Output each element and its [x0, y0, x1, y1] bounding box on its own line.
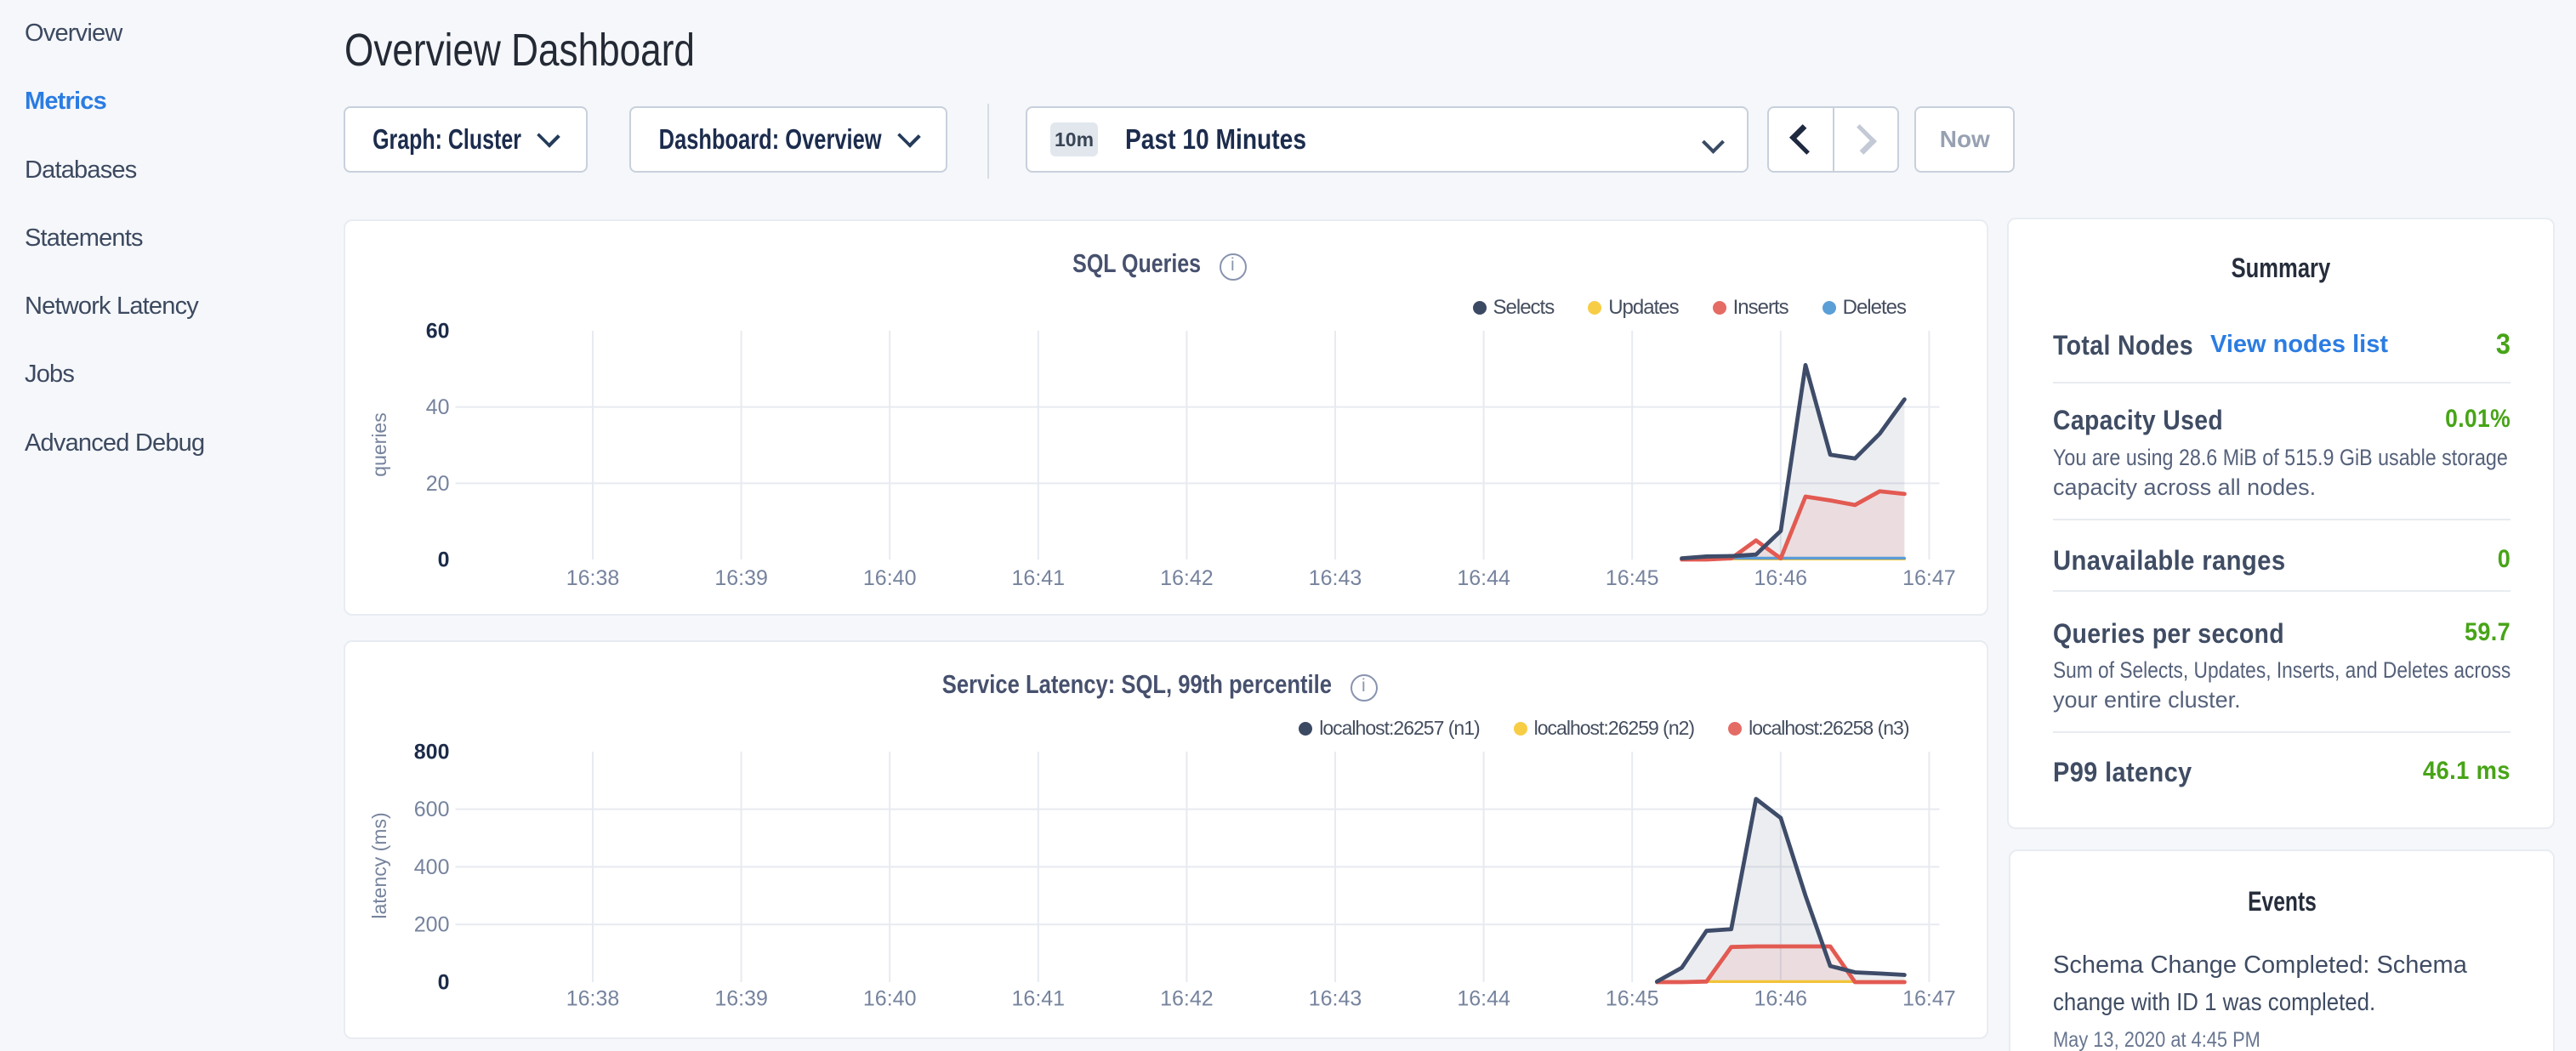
svg-text:16:44: 16:44: [1457, 987, 1510, 1011]
svg-text:20: 20: [425, 472, 449, 496]
svg-text:16:47: 16:47: [1902, 987, 1956, 1011]
svg-text:16:46: 16:46: [1754, 566, 1807, 590]
svg-text:16:47: 16:47: [1902, 566, 1956, 590]
svg-text:40: 40: [425, 395, 449, 419]
svg-text:16:42: 16:42: [1160, 566, 1214, 590]
svg-text:16:42: 16:42: [1160, 987, 1214, 1011]
svg-text:60: 60: [425, 319, 449, 343]
svg-text:16:44: 16:44: [1457, 566, 1510, 590]
svg-text:0: 0: [437, 970, 449, 994]
svg-text:400: 400: [413, 855, 449, 879]
svg-text:16:40: 16:40: [862, 566, 916, 590]
svg-text:16:43: 16:43: [1308, 987, 1362, 1011]
svg-text:600: 600: [413, 798, 449, 821]
svg-text:16:38: 16:38: [566, 987, 619, 1011]
svg-text:16:41: 16:41: [1011, 566, 1065, 590]
svg-text:16:45: 16:45: [1605, 987, 1658, 1011]
svg-text:16:39: 16:39: [714, 566, 768, 590]
svg-text:16:46: 16:46: [1754, 987, 1807, 1011]
svg-text:16:38: 16:38: [566, 566, 619, 590]
svg-text:16:40: 16:40: [862, 987, 916, 1011]
svg-text:200: 200: [413, 913, 449, 937]
svg-text:16:41: 16:41: [1011, 987, 1065, 1011]
svg-text:queries: queries: [368, 412, 390, 476]
svg-text:16:39: 16:39: [714, 987, 768, 1011]
svg-text:0: 0: [437, 548, 449, 571]
svg-text:latency (ms): latency (ms): [368, 812, 390, 918]
svg-text:16:43: 16:43: [1308, 566, 1362, 590]
svg-text:800: 800: [413, 740, 449, 764]
svg-text:16:45: 16:45: [1605, 566, 1658, 590]
